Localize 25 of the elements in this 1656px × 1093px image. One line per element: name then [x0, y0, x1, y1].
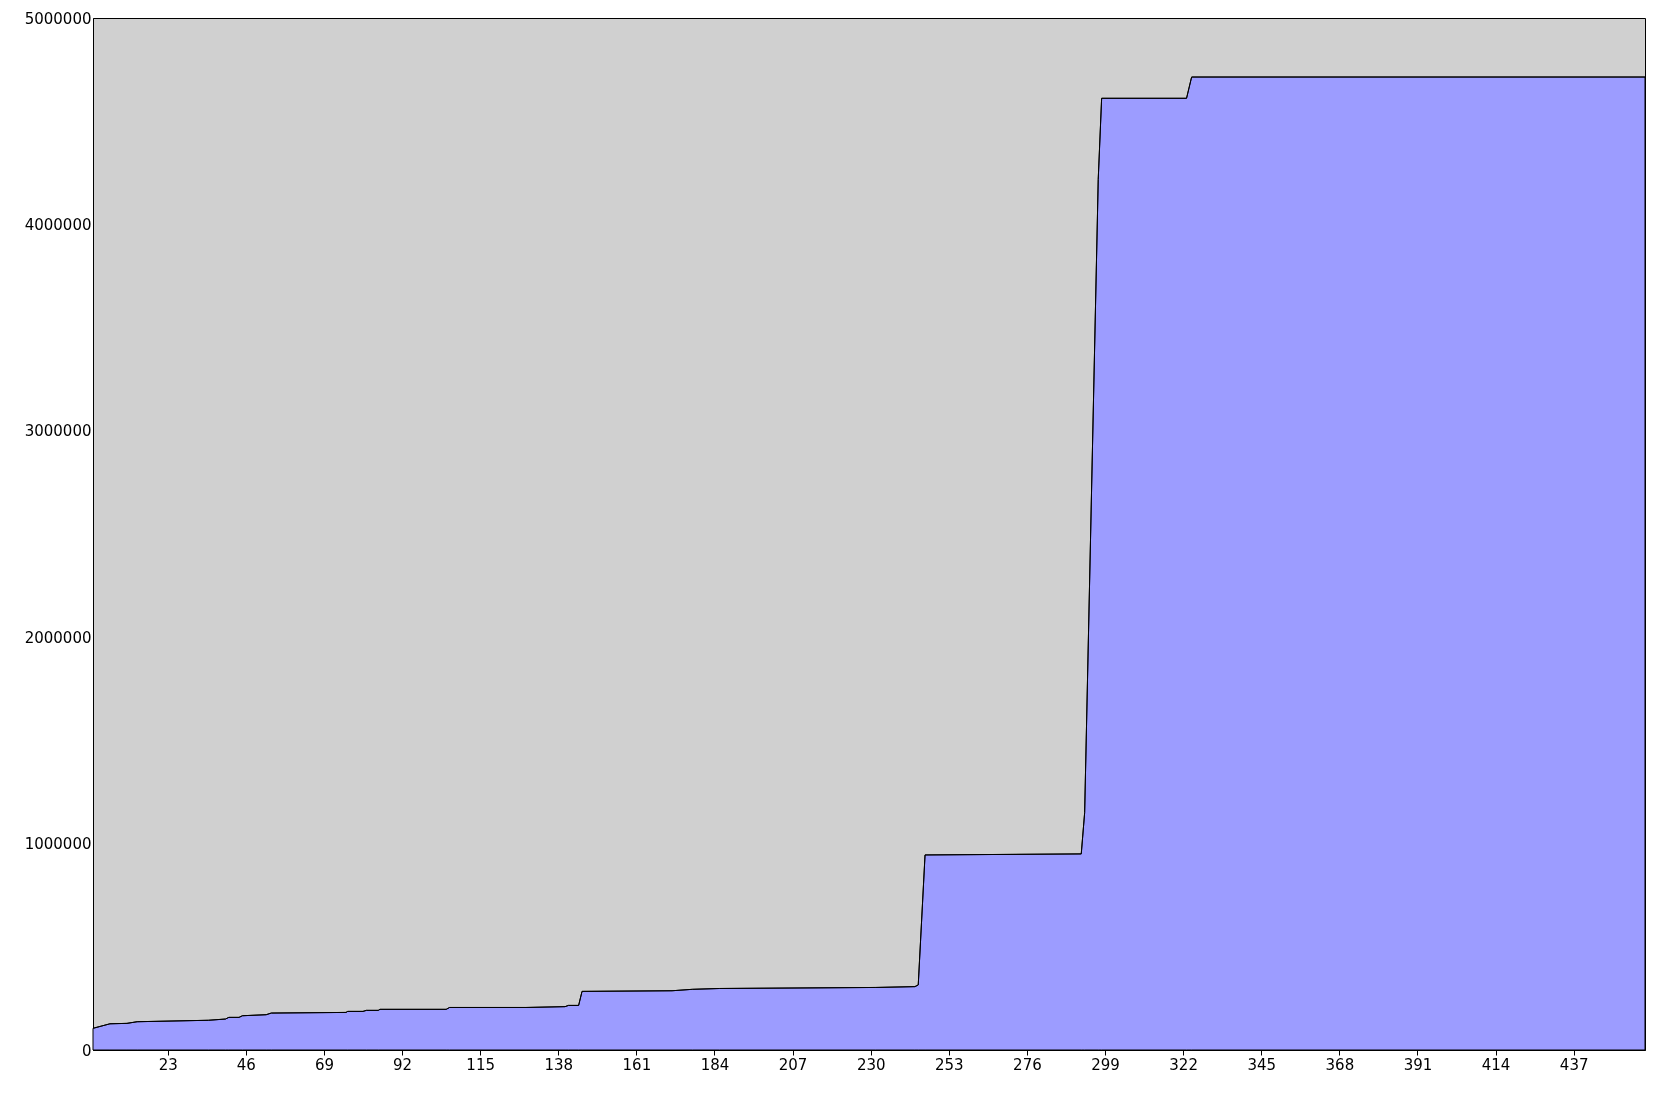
- x-tick-label: 69: [314, 1055, 334, 1074]
- x-tick-label: 437: [1559, 1055, 1589, 1074]
- x-tick-label: 207: [778, 1055, 808, 1074]
- x-tick-label: 92: [392, 1055, 413, 1074]
- y-tick-label: 4000000: [24, 215, 92, 234]
- x-tick-label: 184: [700, 1055, 730, 1074]
- y-tick-label: 0: [81, 1041, 92, 1060]
- x-tick-label: 299: [1091, 1055, 1120, 1074]
- y-tick-label: 3000000: [24, 422, 92, 441]
- x-tick-label: 161: [622, 1055, 652, 1074]
- x-tick-label: 368: [1325, 1055, 1355, 1074]
- x-tick-label: 276: [1013, 1055, 1042, 1074]
- y-tick-label: 1000000: [24, 835, 92, 854]
- x-tick-label: 46: [236, 1055, 256, 1074]
- x-tick-label: 253: [934, 1055, 964, 1074]
- x-tick-label: 345: [1247, 1055, 1277, 1074]
- x-tick-label: 23: [158, 1055, 178, 1074]
- y-tick-label: 5000000: [24, 9, 92, 28]
- x-tick-label: 391: [1403, 1055, 1433, 1074]
- x-tick-label: 322: [1169, 1055, 1198, 1074]
- x-tick-label: 414: [1481, 1055, 1511, 1074]
- x-tick-label: 138: [544, 1055, 574, 1074]
- x-tick-label: 115: [466, 1055, 495, 1074]
- x-tick-label: 230: [856, 1055, 886, 1074]
- y-tick-label: 2000000: [24, 628, 92, 647]
